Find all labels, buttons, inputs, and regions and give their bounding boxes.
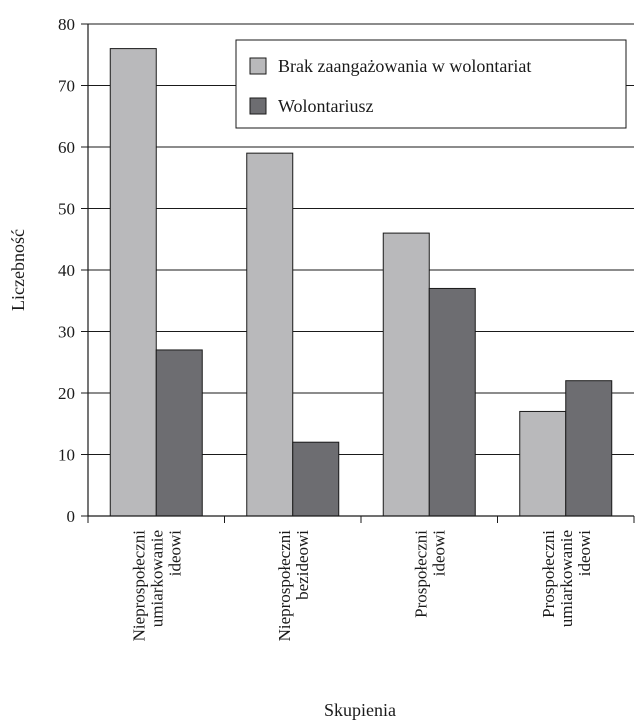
y-tick-label-70: 70 xyxy=(58,77,75,96)
y-tick-label-30: 30 xyxy=(58,323,75,342)
category-label-3-line-1: Prospołeczni xyxy=(411,530,430,618)
axes xyxy=(81,23,635,523)
category-label-2-line-1: Nieprospołeczni xyxy=(275,530,294,642)
legend-swatch-1 xyxy=(249,57,267,75)
legend: Brak zaangażowania w wolontariat Wolontar… xyxy=(235,39,627,129)
category-label-1-line-1: Nieprospołeczni xyxy=(129,530,148,642)
category-label-4-line-1: Prospołeczni xyxy=(539,530,558,618)
bars xyxy=(109,48,613,517)
category-label-1-line-2: umiarkowanie xyxy=(147,530,166,627)
bar-series1-cat3 xyxy=(382,232,430,517)
bar-series1-cat1 xyxy=(109,48,157,517)
category-label-4-line-3: ideowi xyxy=(575,530,594,577)
y-tick-label-20: 20 xyxy=(58,384,75,403)
y-axis-title: Liczebność xyxy=(8,229,28,311)
y-tick-label-40: 40 xyxy=(58,261,75,280)
y-tick-label-10: 10 xyxy=(58,446,75,465)
legend-swatch-2 xyxy=(249,97,267,115)
category-label-1-line-3: ideowi xyxy=(165,530,184,577)
x-axis-title: Skupienia xyxy=(324,700,396,720)
category-label-2-line-2: bezideowi xyxy=(293,530,312,600)
bar-series1-cat4 xyxy=(519,410,567,517)
bar-series2-cat1 xyxy=(155,349,203,517)
bar-series2-cat4 xyxy=(565,380,613,517)
legend-label-1: Brak zaangażowania w wolontariat xyxy=(278,56,531,76)
legend-box xyxy=(235,39,627,129)
bar-series2-cat3 xyxy=(428,287,476,517)
category-label-4-line-2: umiarkowanie xyxy=(557,530,576,627)
y-tick-label-60: 60 xyxy=(58,138,75,157)
bar-series1-cat2 xyxy=(246,152,294,517)
bar-series2-cat2 xyxy=(292,441,340,517)
y-tick-label-80: 80 xyxy=(58,15,75,34)
category-labels: Nieprospołeczni umiarkowanie ideowi Niepros… xyxy=(129,530,594,642)
y-tick-labels: 0 10 20 30 40 50 60 70 80 xyxy=(58,15,75,526)
legend-label-2: Wolontariusz xyxy=(278,96,374,116)
category-label-3-line-2: ideowi xyxy=(429,530,448,577)
y-tick-label-0: 0 xyxy=(67,507,76,526)
y-tick-label-50: 50 xyxy=(58,200,75,219)
